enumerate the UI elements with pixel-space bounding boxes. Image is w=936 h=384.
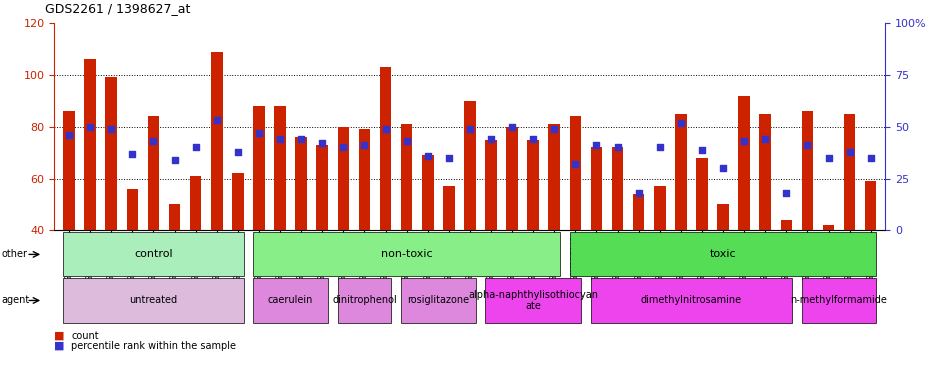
Bar (695, 158, 707, 230)
Bar (168, 204, 181, 230)
Text: alpha-naphthylisothiocyan
ate: alpha-naphthylisothiocyan ate (468, 290, 597, 311)
Text: count: count (71, 331, 98, 341)
Point (251, 130, 266, 136)
Text: dimethylnitrosamine: dimethylnitrosamine (640, 295, 741, 306)
Text: percentile rank within the sample: percentile rank within the sample (71, 341, 236, 351)
Point (862, 155, 877, 161)
Bar (64, 111, 75, 230)
Text: toxic: toxic (709, 249, 736, 260)
Point (505, 124, 519, 130)
Bar (337, 127, 349, 230)
Bar (653, 186, 665, 230)
Point (272, 136, 287, 142)
Bar (401, 124, 412, 230)
Point (146, 138, 161, 144)
Bar (463, 101, 475, 230)
Point (188, 144, 203, 151)
Bar (316, 145, 328, 230)
Point (230, 149, 245, 155)
Point (736, 138, 751, 144)
Text: GDS2261 / 1398627_at: GDS2261 / 1398627_at (45, 2, 190, 15)
Text: ■: ■ (54, 341, 65, 351)
Point (547, 126, 562, 132)
Bar (126, 189, 138, 230)
Point (609, 144, 624, 151)
Point (167, 157, 182, 163)
Text: control: control (134, 249, 172, 260)
Bar (295, 137, 307, 230)
Point (589, 142, 604, 149)
Bar (611, 147, 622, 230)
Point (820, 155, 835, 161)
Point (757, 136, 772, 142)
Bar (274, 106, 285, 230)
Point (335, 144, 350, 151)
Point (82, 124, 97, 130)
Point (314, 140, 329, 146)
Text: ■: ■ (54, 331, 65, 341)
Bar (822, 225, 833, 230)
Bar (843, 114, 855, 230)
Point (715, 165, 730, 171)
Bar (379, 67, 391, 230)
Point (104, 126, 119, 132)
Point (357, 142, 372, 149)
Text: agent: agent (2, 295, 30, 306)
Text: other: other (2, 249, 28, 260)
Point (631, 190, 646, 196)
Bar (84, 60, 95, 230)
Bar (148, 116, 159, 230)
Bar (864, 181, 875, 230)
Bar (527, 140, 538, 230)
Point (694, 146, 709, 152)
Text: non-toxic: non-toxic (380, 249, 432, 260)
Bar (358, 129, 370, 230)
Bar (716, 204, 728, 230)
Bar (569, 116, 580, 230)
Bar (190, 176, 201, 230)
Bar (421, 155, 433, 230)
Bar (485, 140, 496, 230)
Text: caerulein: caerulein (268, 295, 313, 306)
Bar (505, 127, 518, 230)
Point (62, 132, 77, 138)
Bar (738, 96, 749, 230)
Text: untreated: untreated (129, 295, 177, 306)
Bar (780, 220, 791, 230)
Bar (443, 186, 454, 230)
Point (124, 151, 139, 157)
Point (673, 119, 688, 126)
Text: rosiglitazone: rosiglitazone (407, 295, 469, 306)
Point (567, 161, 582, 167)
Point (778, 190, 793, 196)
Text: dinitrophenol: dinitrophenol (331, 295, 396, 306)
Bar (232, 174, 243, 230)
Bar (674, 114, 686, 230)
Point (419, 153, 434, 159)
Bar (548, 124, 560, 230)
Bar (758, 114, 770, 230)
Bar (590, 147, 602, 230)
Point (651, 144, 666, 151)
Bar (632, 194, 644, 230)
Point (399, 138, 414, 144)
Point (525, 136, 540, 142)
Text: n-methylformamide: n-methylformamide (790, 295, 886, 306)
Point (461, 126, 476, 132)
Point (841, 149, 856, 155)
Point (293, 136, 308, 142)
Point (209, 118, 224, 124)
Point (441, 155, 456, 161)
Point (483, 136, 498, 142)
Bar (801, 111, 812, 230)
Point (377, 126, 392, 132)
Bar (211, 51, 223, 230)
Point (799, 142, 814, 149)
Bar (106, 78, 117, 230)
Bar (253, 106, 265, 230)
